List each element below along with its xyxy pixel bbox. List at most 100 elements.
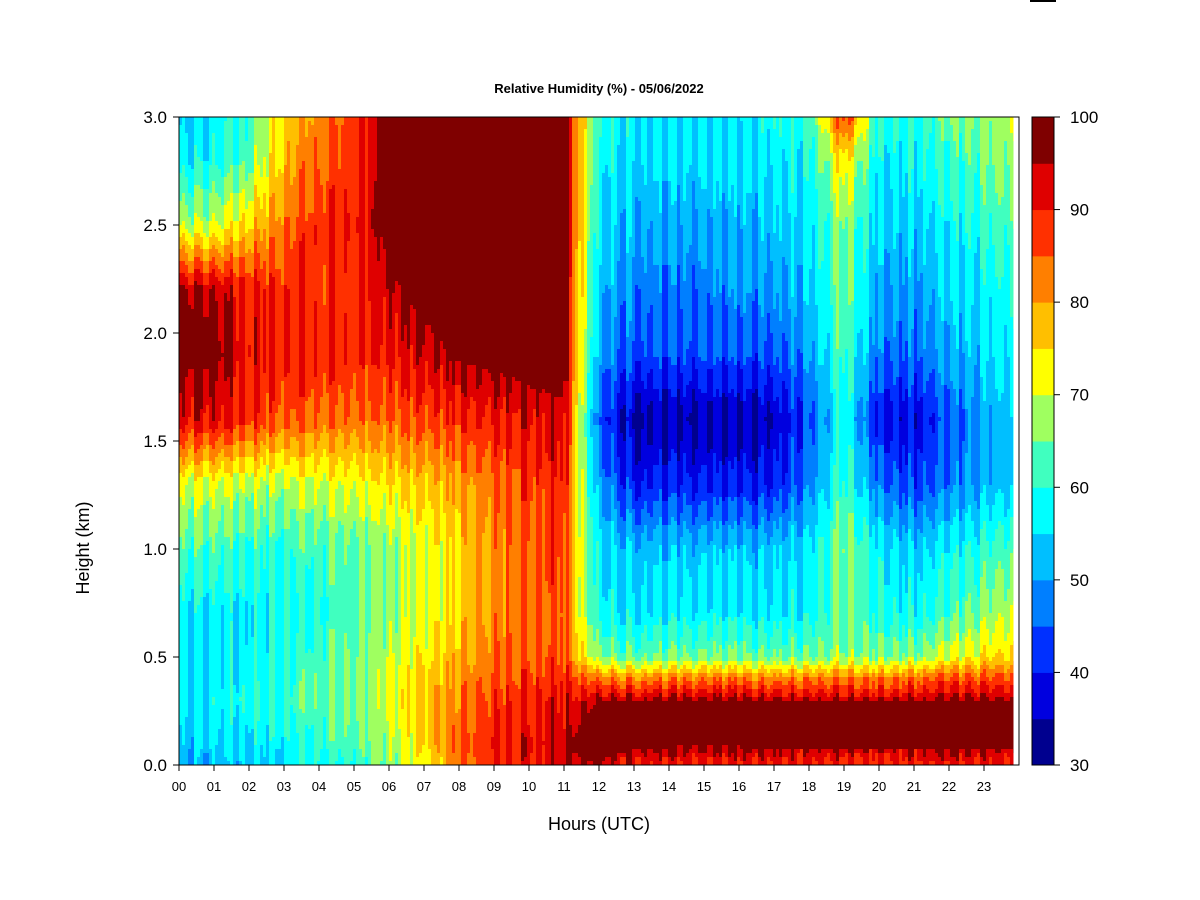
- heatmap-cell: [248, 561, 251, 565]
- heatmap-cell: [203, 741, 206, 745]
- heatmap-cell: [227, 249, 230, 253]
- heatmap-cell: [230, 501, 233, 505]
- heatmap-cell: [191, 169, 194, 173]
- heatmap-cell: [215, 269, 218, 273]
- heatmap-cell: [233, 237, 236, 241]
- heatmap-cell: [239, 181, 242, 185]
- heatmap-cell: [230, 721, 233, 725]
- heatmap-cell: [248, 293, 251, 297]
- heatmap-cell: [236, 485, 239, 489]
- heatmap-cell: [242, 617, 245, 621]
- heatmap-cell: [203, 429, 206, 433]
- heatmap-cell: [206, 189, 209, 193]
- heatmap-cell: [245, 197, 248, 201]
- heatmap-cell: [233, 605, 236, 609]
- heatmap-cell: [230, 405, 233, 409]
- heatmap-cell: [221, 741, 224, 745]
- heatmap-cell: [218, 433, 221, 437]
- heatmap-cell: [200, 369, 203, 373]
- heatmap-cell: [209, 285, 212, 289]
- heatmap-cell: [215, 537, 218, 541]
- heatmap-cell: [188, 597, 191, 601]
- heatmap-cell: [221, 513, 224, 517]
- heatmap-cell: [248, 501, 251, 505]
- heatmap-cell: [233, 461, 236, 465]
- heatmap-cell: [245, 117, 248, 121]
- heatmap-cell: [221, 245, 224, 249]
- heatmap-cell: [230, 497, 233, 501]
- heatmap-cell: [233, 541, 236, 545]
- heatmap-cell: [215, 749, 218, 753]
- heatmap-cell: [197, 169, 200, 173]
- heatmap-cell: [215, 361, 218, 365]
- heatmap-cell: [230, 713, 233, 717]
- heatmap-cell: [245, 549, 248, 553]
- heatmap-cell: [197, 225, 200, 229]
- heatmap-cell: [197, 393, 200, 397]
- heatmap-cell: [212, 421, 215, 425]
- heatmap-cell: [221, 189, 224, 193]
- heatmap-cell: [197, 213, 200, 217]
- heatmap-cell: [215, 313, 218, 317]
- heatmap-cell: [197, 497, 200, 501]
- heatmap-cell: [245, 565, 248, 569]
- heatmap-cell: [203, 381, 206, 385]
- heatmap-cell: [248, 401, 251, 405]
- heatmap-cell: [194, 433, 197, 437]
- heatmap-cell: [197, 705, 200, 709]
- heatmap-cell: [239, 749, 242, 753]
- heatmap-cell: [185, 253, 188, 257]
- heatmap-cell: [215, 609, 218, 613]
- heatmap-cell: [242, 445, 245, 449]
- heatmap-cell: [203, 573, 206, 577]
- heatmap-cell: [245, 257, 248, 261]
- heatmap-cell: [185, 337, 188, 341]
- heatmap-cell: [218, 329, 221, 333]
- heatmap-cell: [218, 585, 221, 589]
- heatmap-cell: [203, 649, 206, 653]
- heatmap-cell: [194, 505, 197, 509]
- heatmap-cell: [239, 577, 242, 581]
- heatmap-cell: [218, 305, 221, 309]
- heatmap-cell: [224, 149, 227, 153]
- heatmap-cell: [236, 309, 239, 313]
- heatmap-cell: [200, 137, 203, 141]
- heatmap-cell: [209, 729, 212, 733]
- heatmap-cell: [194, 169, 197, 173]
- heatmap-cell: [230, 573, 233, 577]
- heatmap-cell: [188, 513, 191, 517]
- heatmap-cell: [218, 497, 221, 501]
- heatmap-cell: [212, 405, 215, 409]
- heatmap-cell: [233, 345, 236, 349]
- heatmap-cell: [188, 177, 191, 181]
- heatmap-cell: [230, 161, 233, 165]
- heatmap-cell: [194, 157, 197, 161]
- heatmap-cell: [224, 589, 227, 593]
- heatmap-cell: [218, 173, 221, 177]
- heatmap-cell: [194, 489, 197, 493]
- heatmap-cell: [224, 569, 227, 573]
- heatmap-cell: [200, 337, 203, 341]
- heatmap-cell: [233, 665, 236, 669]
- heatmap-cell: [233, 233, 236, 237]
- heatmap-cell: [182, 357, 185, 361]
- heatmap-cell: [182, 133, 185, 137]
- heatmap-cell: [203, 337, 206, 341]
- heatmap-cell: [191, 261, 194, 265]
- heatmap-cell: [224, 161, 227, 165]
- heatmap-cell: [221, 361, 224, 365]
- heatmap-cell: [182, 681, 185, 685]
- heatmap-cell: [182, 605, 185, 609]
- heatmap-cell: [206, 721, 209, 725]
- heatmap-cell: [182, 525, 185, 529]
- heatmap-cell: [182, 581, 185, 585]
- heatmap-cell: [236, 269, 239, 273]
- heatmap-cell: [224, 593, 227, 597]
- heatmap-cell: [239, 421, 242, 425]
- heatmap-cell: [245, 709, 248, 713]
- heatmap-cell: [194, 313, 197, 317]
- heatmap-cell: [248, 509, 251, 513]
- heatmap-cell: [227, 673, 230, 677]
- heatmap-cell: [221, 689, 224, 693]
- heatmap-cell: [191, 521, 194, 525]
